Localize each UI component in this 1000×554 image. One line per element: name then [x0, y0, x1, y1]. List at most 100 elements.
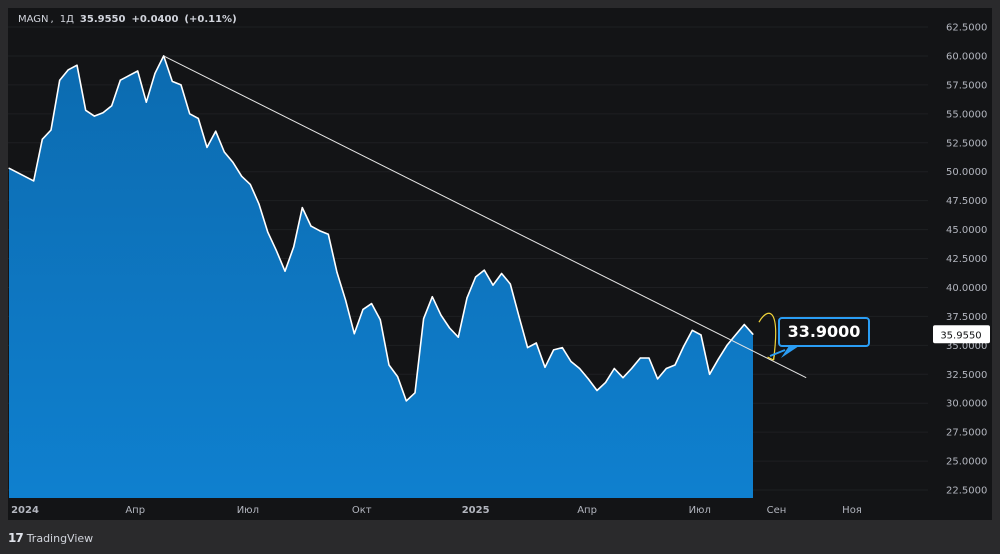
price-point: [466, 297, 468, 299]
tradingview-logo-icon: 17: [8, 531, 24, 545]
x-tick-label: Апр: [577, 505, 597, 516]
x-tick-label: Июл: [237, 505, 259, 516]
price-axis[interactable]: [928, 8, 992, 498]
price-point: [709, 373, 711, 375]
y-tick-label: 55.0000: [946, 109, 987, 120]
symbol-label[interactable]: MAGN: [18, 14, 49, 25]
price-point: [743, 323, 745, 326]
price-point: [41, 138, 43, 140]
y-tick-label: 32.5000: [946, 370, 987, 381]
price-point: [319, 230, 321, 232]
change-percent: (+0.11%): [184, 14, 237, 25]
price-point: [605, 381, 607, 383]
target-price-label: 33.9000: [788, 322, 861, 341]
x-tick-label: Окт: [352, 505, 372, 516]
price-point: [431, 296, 433, 298]
price-point: [752, 333, 754, 335]
price-point: [223, 151, 225, 153]
x-tick-label: 2024: [11, 505, 39, 516]
price-point: [171, 80, 173, 82]
time-axis[interactable]: [8, 498, 992, 520]
price-point: [371, 303, 373, 305]
price-point: [535, 342, 537, 344]
x-tick-label: Ноя: [842, 505, 862, 516]
price-point: [449, 327, 451, 329]
price-point: [215, 130, 217, 132]
x-tick-label: Апр: [125, 505, 145, 516]
y-tick-label: 50.0000: [946, 167, 987, 178]
price-point: [388, 364, 390, 366]
price-point: [553, 349, 555, 351]
price-point: [310, 225, 312, 227]
price-point: [405, 400, 407, 402]
price-point: [206, 146, 208, 148]
price-point: [189, 113, 191, 115]
price-point: [475, 276, 477, 278]
price-point: [726, 344, 728, 346]
price-point: [674, 364, 676, 366]
price-point: [180, 84, 182, 86]
y-tick-label: 45.0000: [946, 225, 987, 236]
price-point: [137, 70, 139, 72]
price-point: [397, 376, 399, 378]
price-point: [119, 79, 121, 81]
price-point: [579, 367, 581, 370]
tradingview-brand[interactable]: 17 TradingView: [8, 531, 93, 545]
y-tick-label: 62.5000: [946, 23, 987, 34]
price-point: [301, 207, 303, 209]
price-point: [275, 249, 277, 251]
x-tick-label: 2025: [462, 505, 490, 516]
price-point: [622, 377, 624, 379]
current-price-label: 35.9550: [940, 330, 981, 341]
price-area: [9, 55, 753, 499]
target-callout-box: [778, 317, 870, 347]
resistance-trendline: [163, 55, 807, 379]
price-point: [691, 329, 693, 331]
price-point: [154, 72, 156, 74]
price-point: [284, 270, 286, 272]
price-point: [457, 336, 459, 338]
price-point: [111, 105, 113, 107]
forecast-arrow: [758, 312, 777, 361]
price-point: [518, 315, 520, 317]
price-point: [700, 334, 702, 336]
y-tick-label: 35.0000: [946, 341, 987, 352]
price-point: [483, 269, 485, 271]
price-point: [336, 271, 338, 273]
price-point: [631, 367, 633, 370]
price-point: [570, 360, 572, 363]
price-point: [8, 167, 10, 169]
y-tick-label: 47.5000: [946, 196, 987, 207]
interval-label[interactable]: 1Д: [59, 14, 74, 25]
price-point: [362, 308, 364, 310]
price-point: [76, 64, 78, 66]
y-tick-label: 40.0000: [946, 283, 987, 294]
price-point: [327, 233, 329, 235]
price-point: [197, 117, 199, 119]
price-point: [717, 358, 719, 360]
price-point: [544, 366, 546, 368]
price-point: [501, 272, 503, 275]
y-tick-label: 42.5000: [946, 254, 987, 265]
target-arrow-line: [769, 349, 786, 357]
price-point: [267, 231, 269, 233]
price-point: [59, 79, 61, 81]
price-point: [596, 389, 598, 392]
current-price-tag: [933, 325, 990, 344]
x-tick-label: Сен: [767, 505, 787, 516]
price-point: [561, 347, 563, 349]
price-point: [258, 203, 260, 205]
price-point: [613, 367, 615, 370]
price-point: [665, 367, 667, 370]
price-point: [353, 333, 355, 335]
price-point: [93, 115, 95, 117]
price-point: [249, 183, 251, 185]
y-tick-label: 30.0000: [946, 399, 987, 410]
price-point: [509, 283, 511, 285]
y-tick-label: 25.0000: [946, 457, 987, 468]
price-point: [293, 246, 295, 248]
price-value: 35.9550: [79, 14, 126, 25]
y-tick-label: 37.5000: [946, 312, 987, 323]
y-tick-label: 57.5000: [946, 80, 987, 91]
